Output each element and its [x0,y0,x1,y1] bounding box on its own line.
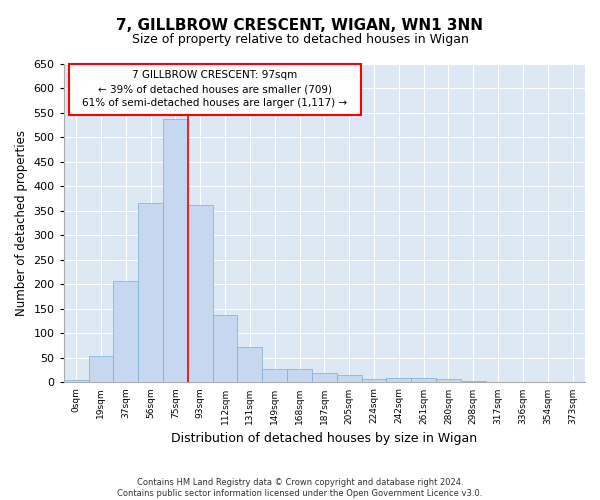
Bar [262,368,287,382]
Bar [138,202,163,382]
Bar [312,372,337,382]
Text: Contains HM Land Registry data © Crown copyright and database right 2024.
Contai: Contains HM Land Registry data © Crown c… [118,478,482,498]
Text: 7, GILLBROW CRESCENT, WIGAN, WN1 3NN: 7, GILLBROW CRESCENT, WIGAN, WN1 3NN [116,18,484,32]
Y-axis label: Number of detached properties: Number of detached properties [15,130,28,316]
Bar [113,281,138,382]
Bar [89,356,113,382]
Bar [386,378,411,382]
FancyBboxPatch shape [69,64,361,115]
Text: Size of property relative to detached houses in Wigan: Size of property relative to detached ho… [131,32,469,46]
Bar [238,347,262,382]
Bar [64,380,89,382]
Bar [287,368,312,382]
Bar [337,375,362,382]
Text: 7 GILLBROW CRESCENT: 97sqm
← 39% of detached houses are smaller (709)
61% of sem: 7 GILLBROW CRESCENT: 97sqm ← 39% of deta… [82,70,347,108]
Bar [411,378,436,382]
Bar [362,379,386,382]
Bar [212,316,238,382]
X-axis label: Distribution of detached houses by size in Wigan: Distribution of detached houses by size … [171,432,478,445]
Bar [163,120,188,382]
Bar [436,378,461,382]
Bar [188,205,212,382]
